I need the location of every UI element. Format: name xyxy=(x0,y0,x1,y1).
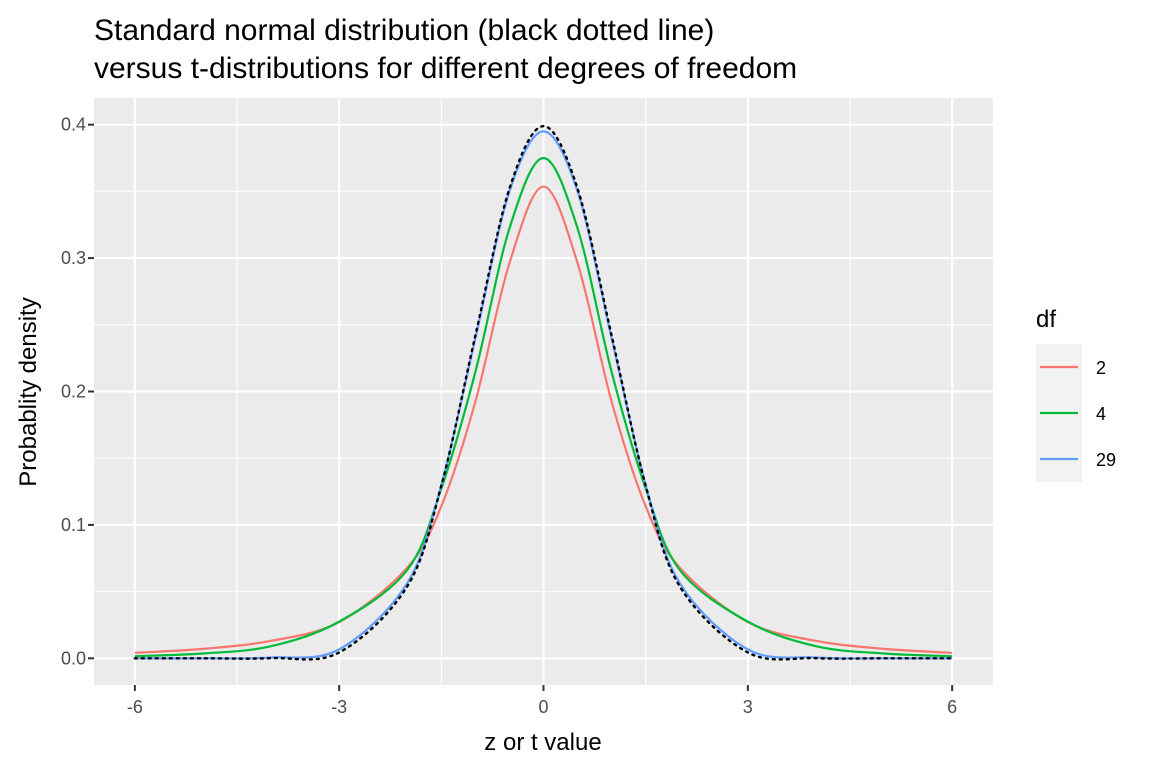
x-axis-title: z or t value xyxy=(484,729,601,756)
y-tick-label: 0.1 xyxy=(61,515,86,535)
y-tick-label: 0.3 xyxy=(61,248,86,268)
x-tick-label: -6 xyxy=(127,697,143,717)
series-line-df-29 xyxy=(134,130,953,660)
x-tick-label: 0 xyxy=(538,697,548,717)
chart-title-line-2: versus t-distributions for different deg… xyxy=(94,52,797,85)
legend-entries: 2 4 29 xyxy=(1040,358,1116,470)
x-axis-ticks: -6 -3 0 3 6 xyxy=(127,685,957,717)
x-tick-label: -3 xyxy=(331,697,347,717)
y-tick-label: 0.2 xyxy=(61,382,86,402)
legend-label-df-4: 4 xyxy=(1096,404,1106,424)
x-tick-label: 3 xyxy=(743,697,753,717)
legend-label-df-29: 29 xyxy=(1096,450,1116,470)
series-line-df-4 xyxy=(134,156,953,658)
legend: df 2 4 29 xyxy=(1036,306,1116,482)
chart-title-line-1: Standard normal distribution (black dott… xyxy=(94,14,714,47)
y-tick-label: 0.0 xyxy=(61,648,86,668)
series-lines xyxy=(134,130,953,660)
legend-title: df xyxy=(1036,306,1056,333)
legend-label-df-2: 2 xyxy=(1096,358,1106,378)
y-axis-ticks: 0.0 0.1 0.2 0.3 0.4 xyxy=(61,115,94,668)
reference-line-standard-normal xyxy=(133,124,954,661)
y-tick-label: 0.4 xyxy=(61,115,86,135)
y-axis-title: Probablity density xyxy=(15,297,42,486)
x-tick-label: 6 xyxy=(947,697,957,717)
reference-line xyxy=(133,124,954,661)
grid-major xyxy=(94,98,993,685)
